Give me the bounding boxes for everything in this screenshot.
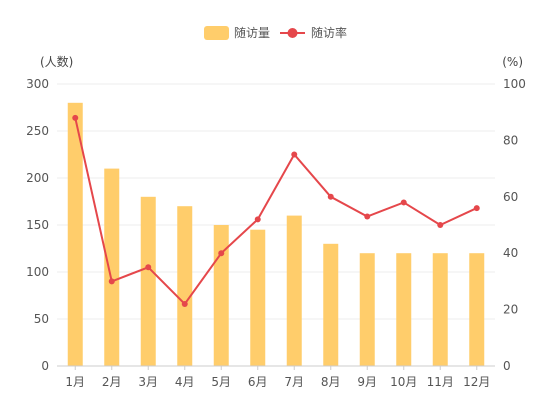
bar (432, 253, 448, 366)
line-point (145, 264, 152, 271)
bar (250, 229, 266, 366)
left-tick-label: 200 (26, 171, 49, 185)
bar (359, 253, 375, 366)
line-point (400, 199, 407, 206)
line-point (218, 250, 225, 257)
left-tick-label: 0 (41, 359, 49, 373)
bar (67, 102, 83, 367)
legend-item-bar[interactable]: 随访量 (204, 25, 270, 40)
right-tick-label: 40 (503, 246, 518, 260)
x-tick-label: 8月 (321, 375, 341, 389)
left-tick-label: 150 (26, 218, 49, 232)
line-point (473, 205, 480, 212)
x-tick-label: 10月 (390, 375, 417, 389)
right-tick-label: 80 (503, 133, 518, 147)
series-line (74, 117, 478, 306)
line-point (327, 193, 334, 200)
x-axis-labels: 1月 2月 3月 4月 5月 6月 7月 8月 9月 10月 11月 12月 (65, 366, 490, 389)
line-point (108, 278, 115, 285)
left-axis-unit: (人数) (40, 54, 73, 69)
x-tick-label: 12月 (463, 375, 490, 389)
bar (140, 196, 156, 366)
bar (286, 215, 302, 366)
line-point (364, 213, 371, 220)
line-point (437, 222, 444, 228)
x-tick-label: 6月 (248, 375, 268, 389)
x-tick-label: 9月 (357, 375, 377, 389)
left-axis-ticks: 0 50 100 150 200 250 300 (26, 77, 49, 373)
legend-item-line[interactable]: 随访率 (280, 25, 347, 40)
right-tick-label: 100 (503, 77, 526, 91)
x-tick-label: 5月 (211, 375, 231, 389)
left-tick-label: 300 (26, 77, 49, 91)
line-point (72, 114, 79, 121)
bar (213, 225, 229, 366)
legend-line-marker (287, 28, 298, 38)
line-series (72, 114, 480, 307)
line-point (254, 216, 261, 223)
legend-line-label: 随访率 (311, 25, 347, 40)
legend: 随访量 随访率 (204, 25, 347, 40)
bar (323, 243, 339, 366)
bar (104, 168, 120, 366)
right-tick-label: 20 (503, 303, 518, 317)
bar-series (67, 102, 485, 367)
right-tick-label: 0 (503, 359, 511, 373)
left-tick-label: 100 (26, 265, 49, 279)
x-tick-label: 1月 (65, 375, 85, 389)
right-axis-ticks: 0 20 40 60 80 100 (503, 77, 526, 373)
x-tick-label: 3月 (138, 375, 158, 389)
line-point (181, 300, 188, 307)
x-tick-label: 2月 (102, 375, 122, 389)
right-tick-label: 60 (503, 190, 518, 204)
right-axis-unit: (%) (502, 55, 523, 69)
bar (469, 253, 485, 366)
x-tick-label: 4月 (175, 375, 195, 389)
gridlines (57, 83, 495, 320)
legend-bar-label: 随访量 (234, 25, 270, 40)
x-tick-label: 11月 (427, 375, 454, 389)
bar (396, 253, 412, 366)
left-tick-label: 250 (26, 124, 49, 138)
x-tick-label: 7月 (284, 375, 304, 389)
bar (177, 206, 193, 366)
line-point (291, 151, 298, 158)
left-tick-label: 50 (34, 312, 49, 326)
legend-bar-swatch (204, 26, 229, 40)
